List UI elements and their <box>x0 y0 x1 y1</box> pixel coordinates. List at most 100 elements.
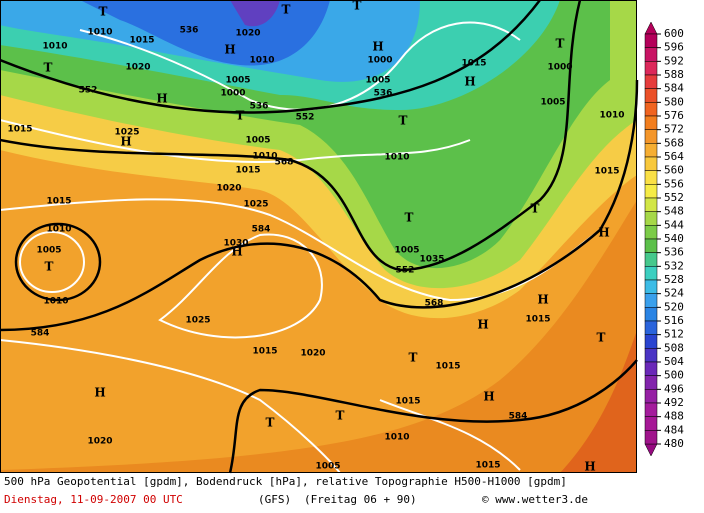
pressure-center: T <box>399 114 408 128</box>
contour-label: 1005 <box>394 246 419 256</box>
colorbar-label: 528 <box>664 273 684 286</box>
pressure-center: T <box>44 61 53 75</box>
colorbar-swatch <box>644 307 658 322</box>
contour-label: 1015 <box>46 197 71 207</box>
colorbar-swatch <box>644 211 658 226</box>
colorbar-label: 492 <box>664 396 684 409</box>
contour-label: 1020 <box>216 184 241 194</box>
contour-label: 584 <box>509 412 528 422</box>
colorbar-label: 592 <box>664 54 684 67</box>
colorbar-label: 496 <box>664 382 684 395</box>
contour-label: 536 <box>250 102 269 112</box>
field-red-orange <box>560 330 637 473</box>
contour-label: 1025 <box>185 316 210 326</box>
contour-label: 1015 <box>525 315 550 325</box>
contour-label: 1005 <box>315 462 340 472</box>
colorbar-label: 536 <box>664 246 684 259</box>
colorbar-label: 552 <box>664 191 684 204</box>
pressure-center: T <box>405 211 414 225</box>
colorbar-swatch <box>644 430 658 445</box>
contour-label: 1000 <box>367 56 392 66</box>
colorbar-label: 548 <box>664 205 684 218</box>
colorbar-label: 508 <box>664 341 684 354</box>
colorbar-swatch <box>644 416 658 431</box>
contour-label: 1005 <box>540 98 565 108</box>
colorbar-swatch <box>644 88 658 103</box>
colorbar-label: 500 <box>664 369 684 382</box>
contour-label: 1015 <box>252 347 277 357</box>
pressure-center: T <box>99 5 108 19</box>
contour-label: 1015 <box>7 125 32 135</box>
colorbar-swatch <box>644 375 658 390</box>
colorbar-swatch <box>644 184 658 199</box>
colorbar-swatch <box>644 252 658 267</box>
pressure-center: T <box>556 37 565 51</box>
contour-label: 1015 <box>435 362 460 372</box>
pressure-center: H <box>464 75 475 89</box>
contour-label: 536 <box>180 26 199 36</box>
colorbar-swatch <box>644 33 658 48</box>
contour-label: 1000 <box>547 63 572 73</box>
colorbar-swatch <box>644 238 658 253</box>
colorbar-swatch <box>644 156 658 171</box>
colorbar-swatch <box>644 361 658 376</box>
contour-label: 1010 <box>252 152 277 162</box>
colorbar-label: 560 <box>664 164 684 177</box>
pressure-center: T <box>353 0 362 13</box>
colorbar-swatch <box>644 102 658 117</box>
contour-label: 1010 <box>42 42 67 52</box>
colorbar-swatch <box>644 320 658 335</box>
contour-label: 1020 <box>300 349 325 359</box>
colorbar-swatch <box>644 348 658 363</box>
pressure-center: H <box>372 40 383 54</box>
pressure-center: H <box>477 318 488 332</box>
pressure-center: T <box>336 409 345 423</box>
contour-label: 1010 <box>384 153 409 163</box>
forecast-time: (Freitag 06 + 90) <box>304 493 417 506</box>
colorbar-swatch <box>644 334 658 349</box>
map-frame <box>0 0 637 473</box>
colorbar-label: 584 <box>664 82 684 95</box>
contour-label: 1015 <box>594 167 619 177</box>
pressure-center: T <box>597 331 606 345</box>
colorbar-label: 576 <box>664 109 684 122</box>
colorbar-label: 524 <box>664 287 684 300</box>
pressure-center: H <box>483 390 494 404</box>
colorbar-label: 568 <box>664 136 684 149</box>
colorbar-label: 596 <box>664 41 684 54</box>
colorbar-swatch <box>644 61 658 76</box>
colorbar-label: 580 <box>664 95 684 108</box>
pressure-center: T <box>45 260 54 274</box>
colorbar-swatch <box>644 197 658 212</box>
colorbar-swatch <box>644 266 658 281</box>
colorbar-swatch <box>644 389 658 404</box>
colorbar-label: 488 <box>664 410 684 423</box>
colorbar-label: 480 <box>664 437 684 450</box>
contour-label: 1010 <box>46 225 71 235</box>
pressure-center: H <box>537 293 548 307</box>
model: (GFS) <box>258 493 291 506</box>
pressure-center: H <box>584 460 595 474</box>
contour-label: 552 <box>396 266 415 276</box>
contour-label: 552 <box>296 113 315 123</box>
colorbar-label: 600 <box>664 27 684 40</box>
contour-label: 1010 <box>599 111 624 121</box>
contour-label: 536 <box>374 89 393 99</box>
colorbar-swatch <box>644 129 658 144</box>
map-fields <box>0 0 637 473</box>
contour-label: 1035 <box>419 255 444 265</box>
colorbar-label: 544 <box>664 218 684 231</box>
colorbar-label: 564 <box>664 150 684 163</box>
contour-label: 1005 <box>225 76 250 86</box>
run-date: Dienstag, 11-09-2007 00 UTC <box>4 493 183 506</box>
caption: 500 hPa Geopotential [gpdm], Bodendruck … <box>4 475 567 488</box>
pressure-center: H <box>156 92 167 106</box>
colorbar-swatch <box>644 170 658 185</box>
colorbar-label: 512 <box>664 328 684 341</box>
colorbar-swatch <box>644 143 658 158</box>
source: © www.wetter3.de <box>482 493 588 506</box>
contour-label: 1000 <box>220 89 245 99</box>
pressure-center: T <box>266 416 275 430</box>
pressure-center: H <box>598 226 609 240</box>
